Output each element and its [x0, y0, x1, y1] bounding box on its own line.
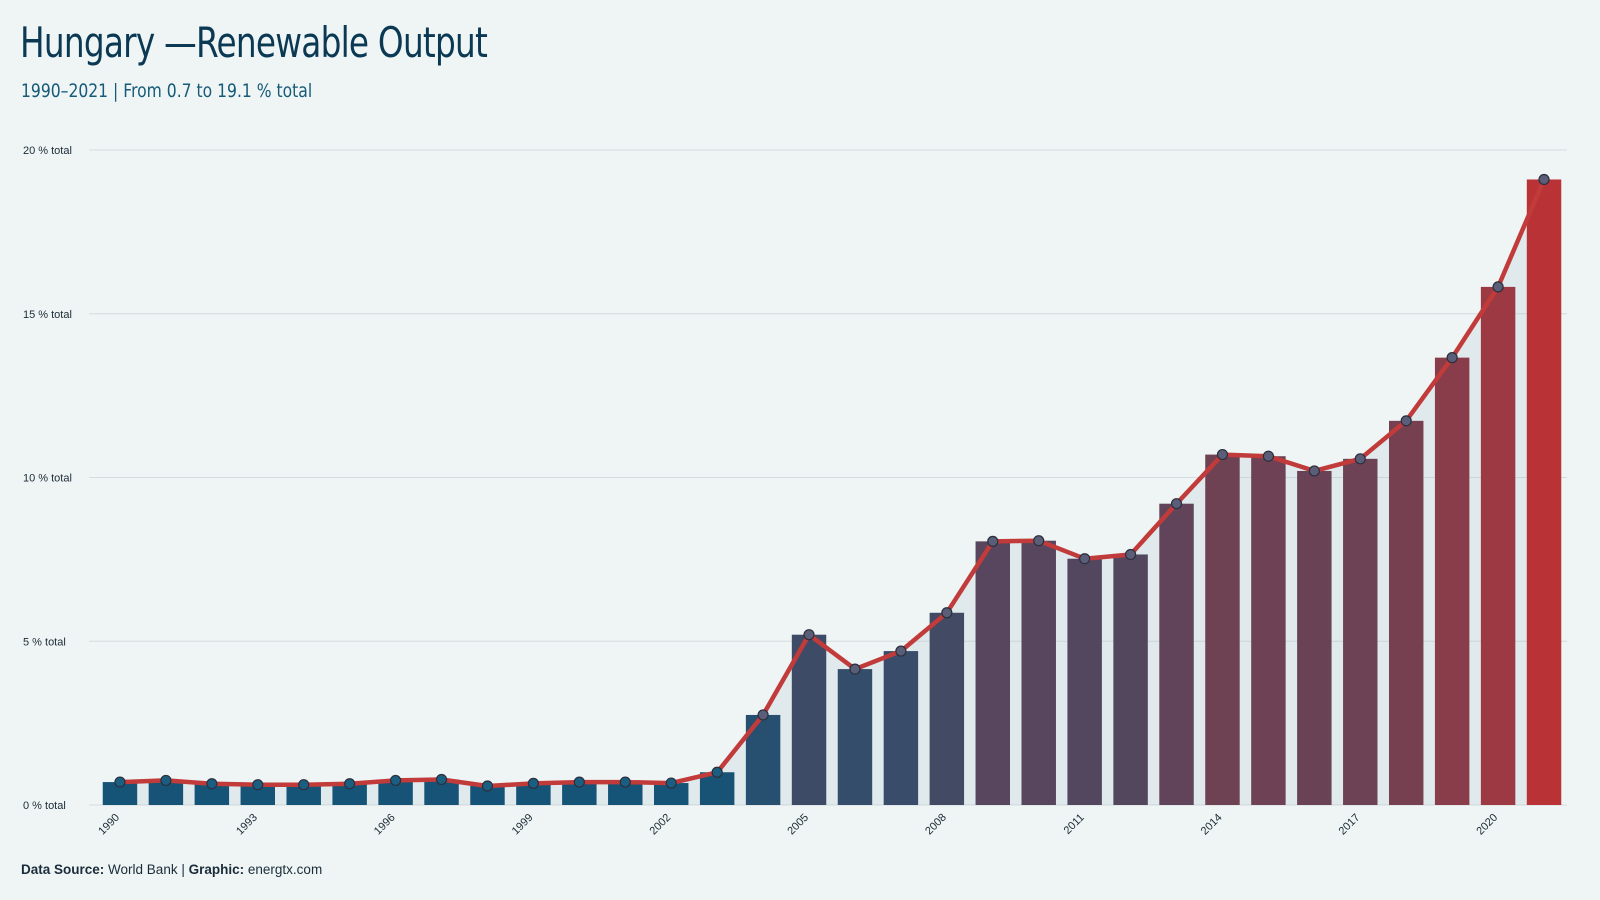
point-1998 [481, 780, 494, 792]
bar-2010 [1021, 540, 1056, 805]
source-value: World Bank [108, 862, 178, 877]
point-1999 [527, 777, 540, 789]
x-tick-label: 2005 [785, 812, 811, 838]
source-label: Data Source: [21, 862, 105, 877]
footer-credits: Data Source: World Bank | Graphic: energ… [21, 862, 322, 877]
x-tick-label: 2008 [923, 812, 949, 838]
bar-2005 [791, 634, 827, 805]
point-2015 [1262, 450, 1275, 462]
point-2011 [1079, 553, 1091, 565]
bar-1994 [286, 784, 321, 805]
point-2008 [941, 607, 953, 619]
chart-title: Hungary —Renewable Output [20, 18, 488, 67]
point-1994 [298, 779, 310, 791]
point-1997 [435, 773, 448, 786]
point-2003 [711, 766, 723, 778]
x-tick-label: 1996 [372, 812, 398, 838]
x-tick-label: 2020 [1474, 812, 1500, 838]
x-tick-label: 2017 [1337, 812, 1363, 838]
point-1990 [114, 776, 126, 788]
y-tick-label: 20 % total [23, 145, 72, 157]
point-2019 [1446, 352, 1458, 364]
x-tick-label: 2002 [648, 812, 674, 838]
y-tick-label: 5 % total [23, 636, 66, 648]
bar-2002 [653, 783, 689, 805]
graphic-value: energtx.com [247, 862, 323, 877]
y-tick-label: 15 % total [23, 309, 72, 321]
point-2021 [1538, 173, 1550, 186]
point-2017 [1354, 453, 1366, 465]
point-2020 [1492, 281, 1504, 293]
y-tick-label: 0 % total [23, 800, 66, 812]
bar-2006 [837, 669, 873, 805]
point-2007 [895, 645, 907, 657]
bar-2001 [608, 782, 643, 805]
bar-2013 [1159, 503, 1194, 805]
bar-2000 [562, 782, 597, 805]
point-2012 [1124, 548, 1137, 561]
point-2000 [573, 776, 585, 788]
point-2010 [1033, 535, 1045, 547]
point-1996 [389, 774, 402, 787]
point-2005 [803, 629, 815, 641]
x-tick-label: 1990 [96, 812, 122, 838]
bar-2015 [1251, 456, 1286, 805]
point-2016 [1308, 465, 1320, 477]
point-1993 [252, 779, 264, 791]
x-tick-label: 2011 [1062, 812, 1087, 837]
x-tick-label: 2014 [1199, 812, 1225, 838]
bar-1990 [102, 782, 138, 805]
point-2018 [1400, 415, 1412, 427]
bar-2016 [1297, 470, 1332, 805]
bar-2011 [1067, 558, 1102, 805]
x-tick-label: 1999 [510, 812, 536, 838]
y-tick-label: 10 % total [23, 473, 72, 485]
point-2009 [987, 535, 999, 547]
point-1992 [206, 778, 218, 790]
footer-separator: | [181, 862, 185, 877]
point-2013 [1170, 498, 1183, 510]
bar-1993 [240, 784, 276, 805]
bar-2021 [1526, 179, 1562, 806]
bar-2018 [1388, 420, 1424, 805]
bar-2014 [1205, 454, 1240, 805]
bar-2012 [1113, 554, 1148, 805]
point-2002 [665, 777, 677, 789]
bar-2017 [1343, 458, 1378, 805]
point-2001 [619, 776, 631, 788]
bar-2020 [1480, 286, 1516, 805]
point-2004 [757, 709, 769, 721]
chart-subtitle: 1990–2021 | From 0.7 to 19.1 % total [21, 80, 313, 102]
bar-1995 [332, 783, 367, 805]
point-1991 [160, 774, 172, 787]
bar-1998 [470, 786, 505, 805]
bar-2008 [929, 612, 965, 805]
bar-2009 [975, 541, 1011, 805]
x-tick-label: 1993 [234, 812, 260, 838]
graphic-label: Graphic: [188, 862, 245, 877]
bar-2019 [1434, 357, 1470, 805]
bar-2007 [883, 651, 919, 805]
point-2014 [1216, 448, 1229, 461]
trend-line [117, 177, 1547, 789]
point-1995 [344, 778, 356, 790]
bar-1992 [194, 783, 230, 805]
bar-1999 [516, 783, 551, 805]
point-2006 [849, 663, 861, 675]
